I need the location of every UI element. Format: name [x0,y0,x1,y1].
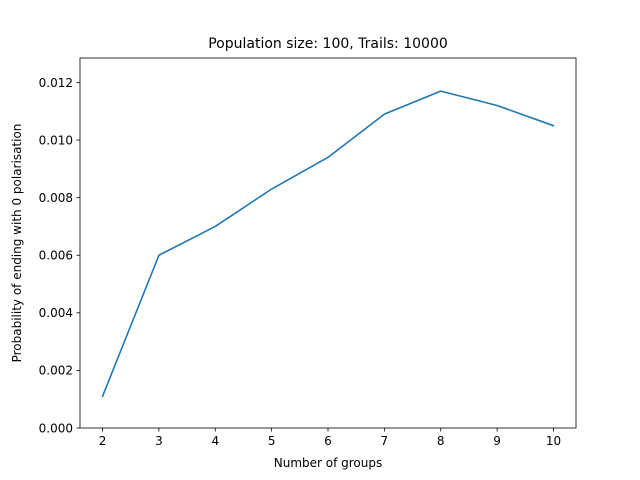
y-axis-ticks: 0.000 0.002 0.004 0.006 0.008 0.010 0.012 [39,76,80,435]
series-line [101,90,555,398]
y-tick-label: 0.012 [39,76,73,90]
plot-area-frame [79,57,577,429]
x-tick-label: 8 [437,434,445,448]
x-tick-label: 3 [155,434,163,448]
data-point [271,188,273,190]
y-tick-label: 0.010 [39,133,73,147]
x-tick-label: 9 [493,434,501,448]
x-tick-label: 2 [99,434,107,448]
y-tick-label: 0.008 [39,191,73,205]
data-point [496,105,498,107]
x-tick-label: 6 [324,434,332,448]
x-tick-label: 5 [268,434,276,448]
x-tick-label: 4 [211,434,219,448]
data-point [158,254,160,256]
data-point [102,396,104,398]
x-axis-ticks: 2 3 4 5 6 7 8 9 10 [99,428,561,448]
data-point [214,226,216,228]
x-tick-label: 7 [381,434,389,448]
y-axis-label: Probability of ending with 0 polarisatio… [10,124,24,363]
y-tick-label: 0.006 [39,249,73,263]
x-axis-label: Number of groups [274,456,383,470]
data-point [384,113,386,115]
data-point [327,157,329,159]
y-tick-label: 0.004 [39,306,73,320]
y-tick-label: 0.000 [39,421,73,435]
y-tick-label: 0.002 [39,364,73,378]
series-layer [101,90,555,398]
chart-title: Population size: 100, Trails: 10000 [208,36,448,52]
data-point [440,90,442,92]
x-tick-label: 10 [546,434,561,448]
data-point [553,125,555,127]
